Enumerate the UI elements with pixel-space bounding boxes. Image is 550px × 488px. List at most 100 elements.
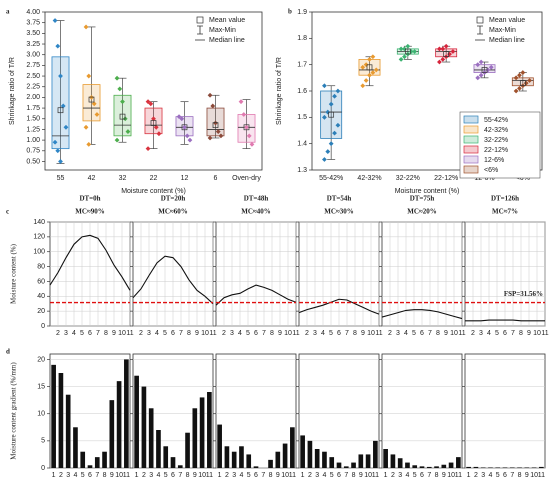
x-tick-label: 5 [164,472,168,479]
data-point [412,49,417,54]
x-tick-label: 6 [214,175,218,182]
bar [539,466,544,468]
y-tick-label: 1.75 [26,105,40,112]
bar [124,359,129,468]
x-tick-label: 8 [352,472,356,479]
y-tick-label: 1.9 [297,9,307,16]
x-tick-label: 8 [187,330,191,337]
x-tick-label: 11 [541,330,548,337]
legend-symbol [197,25,203,35]
bar [224,446,230,468]
x-tick-label: 3 [232,472,236,479]
x-tick-label: 4 [487,330,491,337]
data-point [86,141,92,147]
bar [268,459,273,468]
x-tick-label: 3 [396,330,400,337]
x-tick-label: 22-12% [434,175,458,182]
y-tick-label: 80 [37,263,45,270]
plot-frame [44,11,263,171]
data-point [527,78,532,83]
y-tick-label: 40 [37,293,45,300]
data-point [520,70,526,75]
x-tick-label: 10 [281,472,289,479]
x-tick-label: 10 [284,330,292,337]
data-point [210,103,216,109]
x-tick-label: 3 [313,330,317,337]
data-point [120,99,125,105]
bar [466,466,471,468]
x-tick-label: 10 [201,330,209,337]
x-tick-label: 6 [503,330,507,337]
panel-subtitle: MC≈40% [241,208,271,216]
reference-label: FSP=31.56% [504,290,543,298]
x-tick-label: 42-32% [357,175,381,182]
data-point [55,43,61,49]
x-tick-label: 3 [64,330,68,337]
x-tick-label: 7 [510,472,514,479]
x-tick-label: 6 [337,472,341,479]
mean-marker [443,51,450,57]
x-tick-label: 1 [135,472,139,479]
legend-symbol [476,16,484,24]
data-point [450,49,456,54]
data-point [145,99,151,105]
x-tick-label: 6 [88,472,92,479]
box [113,94,132,137]
y-tick-label: 1.00 [26,137,40,144]
data-point [437,46,442,52]
bar [419,466,425,468]
x-tick-label: 2 [388,330,392,337]
x-tick-label: 5 [329,330,333,337]
x-tick-label: 6 [420,330,424,337]
bar [509,467,515,468]
x-tick-label: 1 [218,472,222,479]
plot-frame [464,353,546,469]
data-point [179,116,185,122]
y-tick-label: 15 [37,383,45,390]
x-tick-label: 4 [321,330,325,337]
bar [102,451,107,468]
x-tick-label: 3 [230,330,234,337]
panel-title: DT=54h [327,195,352,203]
x-tick-label: 2 [222,330,226,337]
x-tick-label: 5 [496,472,500,479]
bar [329,457,335,468]
x-tick-label: 11 [458,330,465,337]
line [215,284,297,306]
x-tick-label: 7 [178,472,182,479]
data-point [148,101,154,107]
plot-frame [381,353,463,469]
y-tick-label: 120 [33,234,45,241]
legend-label: Mean value [489,17,525,24]
data-point [363,78,369,83]
data-point [478,72,484,78]
x-tick-label: 7 [428,330,432,337]
data-point [153,124,159,130]
legend-symbol [477,25,483,35]
x-tick-label: 4 [155,330,159,337]
x-tick-label: 4 [157,472,161,479]
data-point [238,99,244,105]
legend-label: Median line [489,37,525,44]
x-tick-label: 11 [372,472,379,479]
x-tick-label: 7 [262,330,266,337]
panel-title: DT=75h [410,195,435,203]
x-tick-label: 9 [525,472,529,479]
data-point [117,86,123,92]
data-point [513,75,519,81]
x-tick-label: 6 [88,330,92,337]
legend-label: <6% [484,167,498,174]
y-tick-label: 3.25 [26,41,40,48]
y-tick-label: 100 [33,249,45,256]
data-point [213,120,218,126]
data-point [322,157,327,162]
x-tick-label: 12 [181,175,189,182]
legend-swatch [463,115,479,124]
bar [58,373,64,468]
bar [495,467,501,468]
bar [336,462,342,468]
x-tick-label: 4 [489,472,493,479]
x-tick-label: 5 [81,472,85,479]
panel-subtitle: MC≈90% [75,208,105,216]
data-point [332,130,337,136]
